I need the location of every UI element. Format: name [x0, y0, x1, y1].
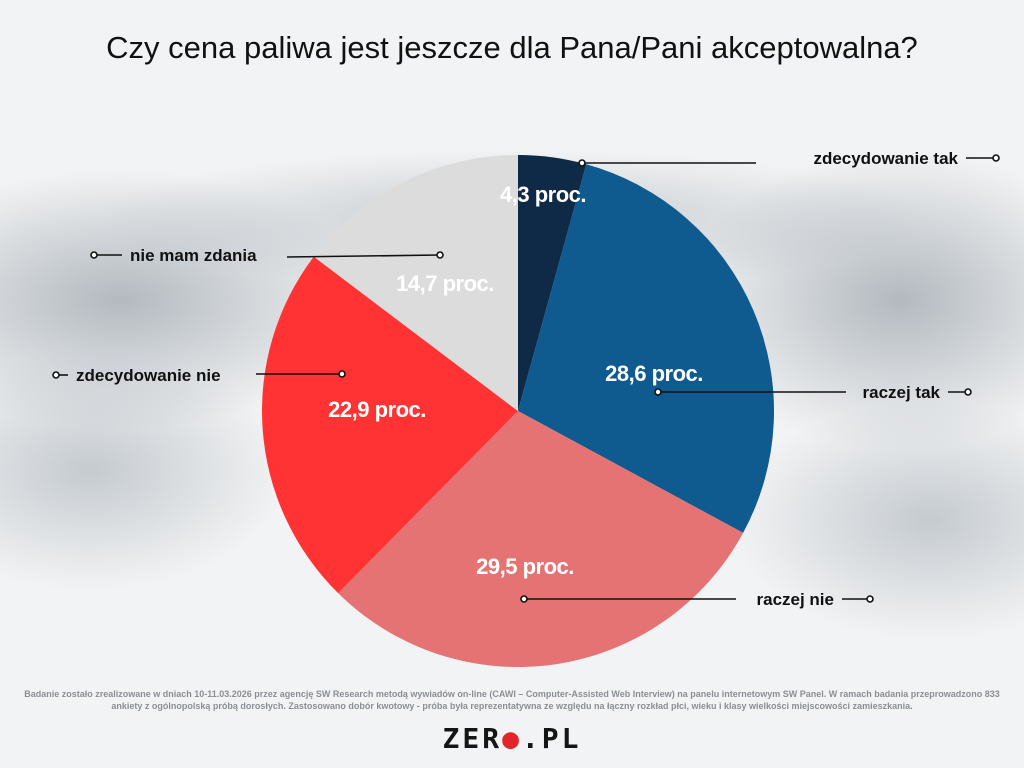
category-label: zdecydowanie tak [813, 149, 958, 168]
category-label: raczej tak [863, 383, 941, 402]
pie-slice-raczej-tak [518, 164, 774, 533]
leader-dot-icon [436, 251, 444, 259]
category-label: zdecydowanie nie [76, 366, 221, 385]
slice-value-label: 29,5 proc. [476, 554, 574, 579]
leader-line [286, 254, 441, 258]
slice-value-label: 28,6 proc. [605, 361, 703, 386]
leader-dot-icon [338, 370, 346, 378]
label-end-dot-icon [866, 595, 874, 603]
leader-lines [52, 154, 1000, 603]
category-labels: zdecydowanie tak raczej tak raczej nie zdec… [76, 149, 959, 609]
leader-dot-icon [520, 595, 528, 603]
pie-slice-nie-mam-zdania [313, 155, 518, 411]
logo-text-end: .PL [521, 722, 582, 755]
pie-slices [262, 155, 774, 667]
label-end-dot-icon [90, 251, 98, 259]
slice-value-label: 22,9 proc. [328, 397, 426, 422]
slice-value-label: 14,7 proc. [396, 271, 494, 296]
label-end-dot-icon [992, 154, 1000, 162]
leader-dot-icon [578, 159, 586, 167]
slice-value-label: 4,3 proc. [500, 182, 586, 207]
pie-slice-labels: 4,3 proc. 28,6 proc. 29,5 proc. 22,9 proc. 1… [328, 182, 703, 579]
logo-dot-icon: ● [502, 722, 522, 755]
zero-pl-logo: ZER●.PL [0, 722, 1024, 755]
chart-title: Czy cena paliwa jest jeszcze dla Pana/Pa… [106, 30, 918, 65]
pie-slice-raczej-nie [338, 411, 744, 667]
pie-slice-zdecydowanie-nie [262, 256, 518, 594]
leader-dot-icon [654, 388, 662, 396]
methodology-footnote: Badanie zostało zrealizowane w dniach 10… [24, 689, 1000, 711]
label-end-dot-icon [52, 371, 60, 379]
label-end-dot-icon [964, 388, 972, 396]
category-label: nie mam zdania [130, 246, 257, 265]
category-label: raczej nie [757, 590, 835, 609]
pie-slice-zdecydowanie-tak [518, 155, 587, 411]
logo-text-start: ZER [442, 722, 503, 755]
